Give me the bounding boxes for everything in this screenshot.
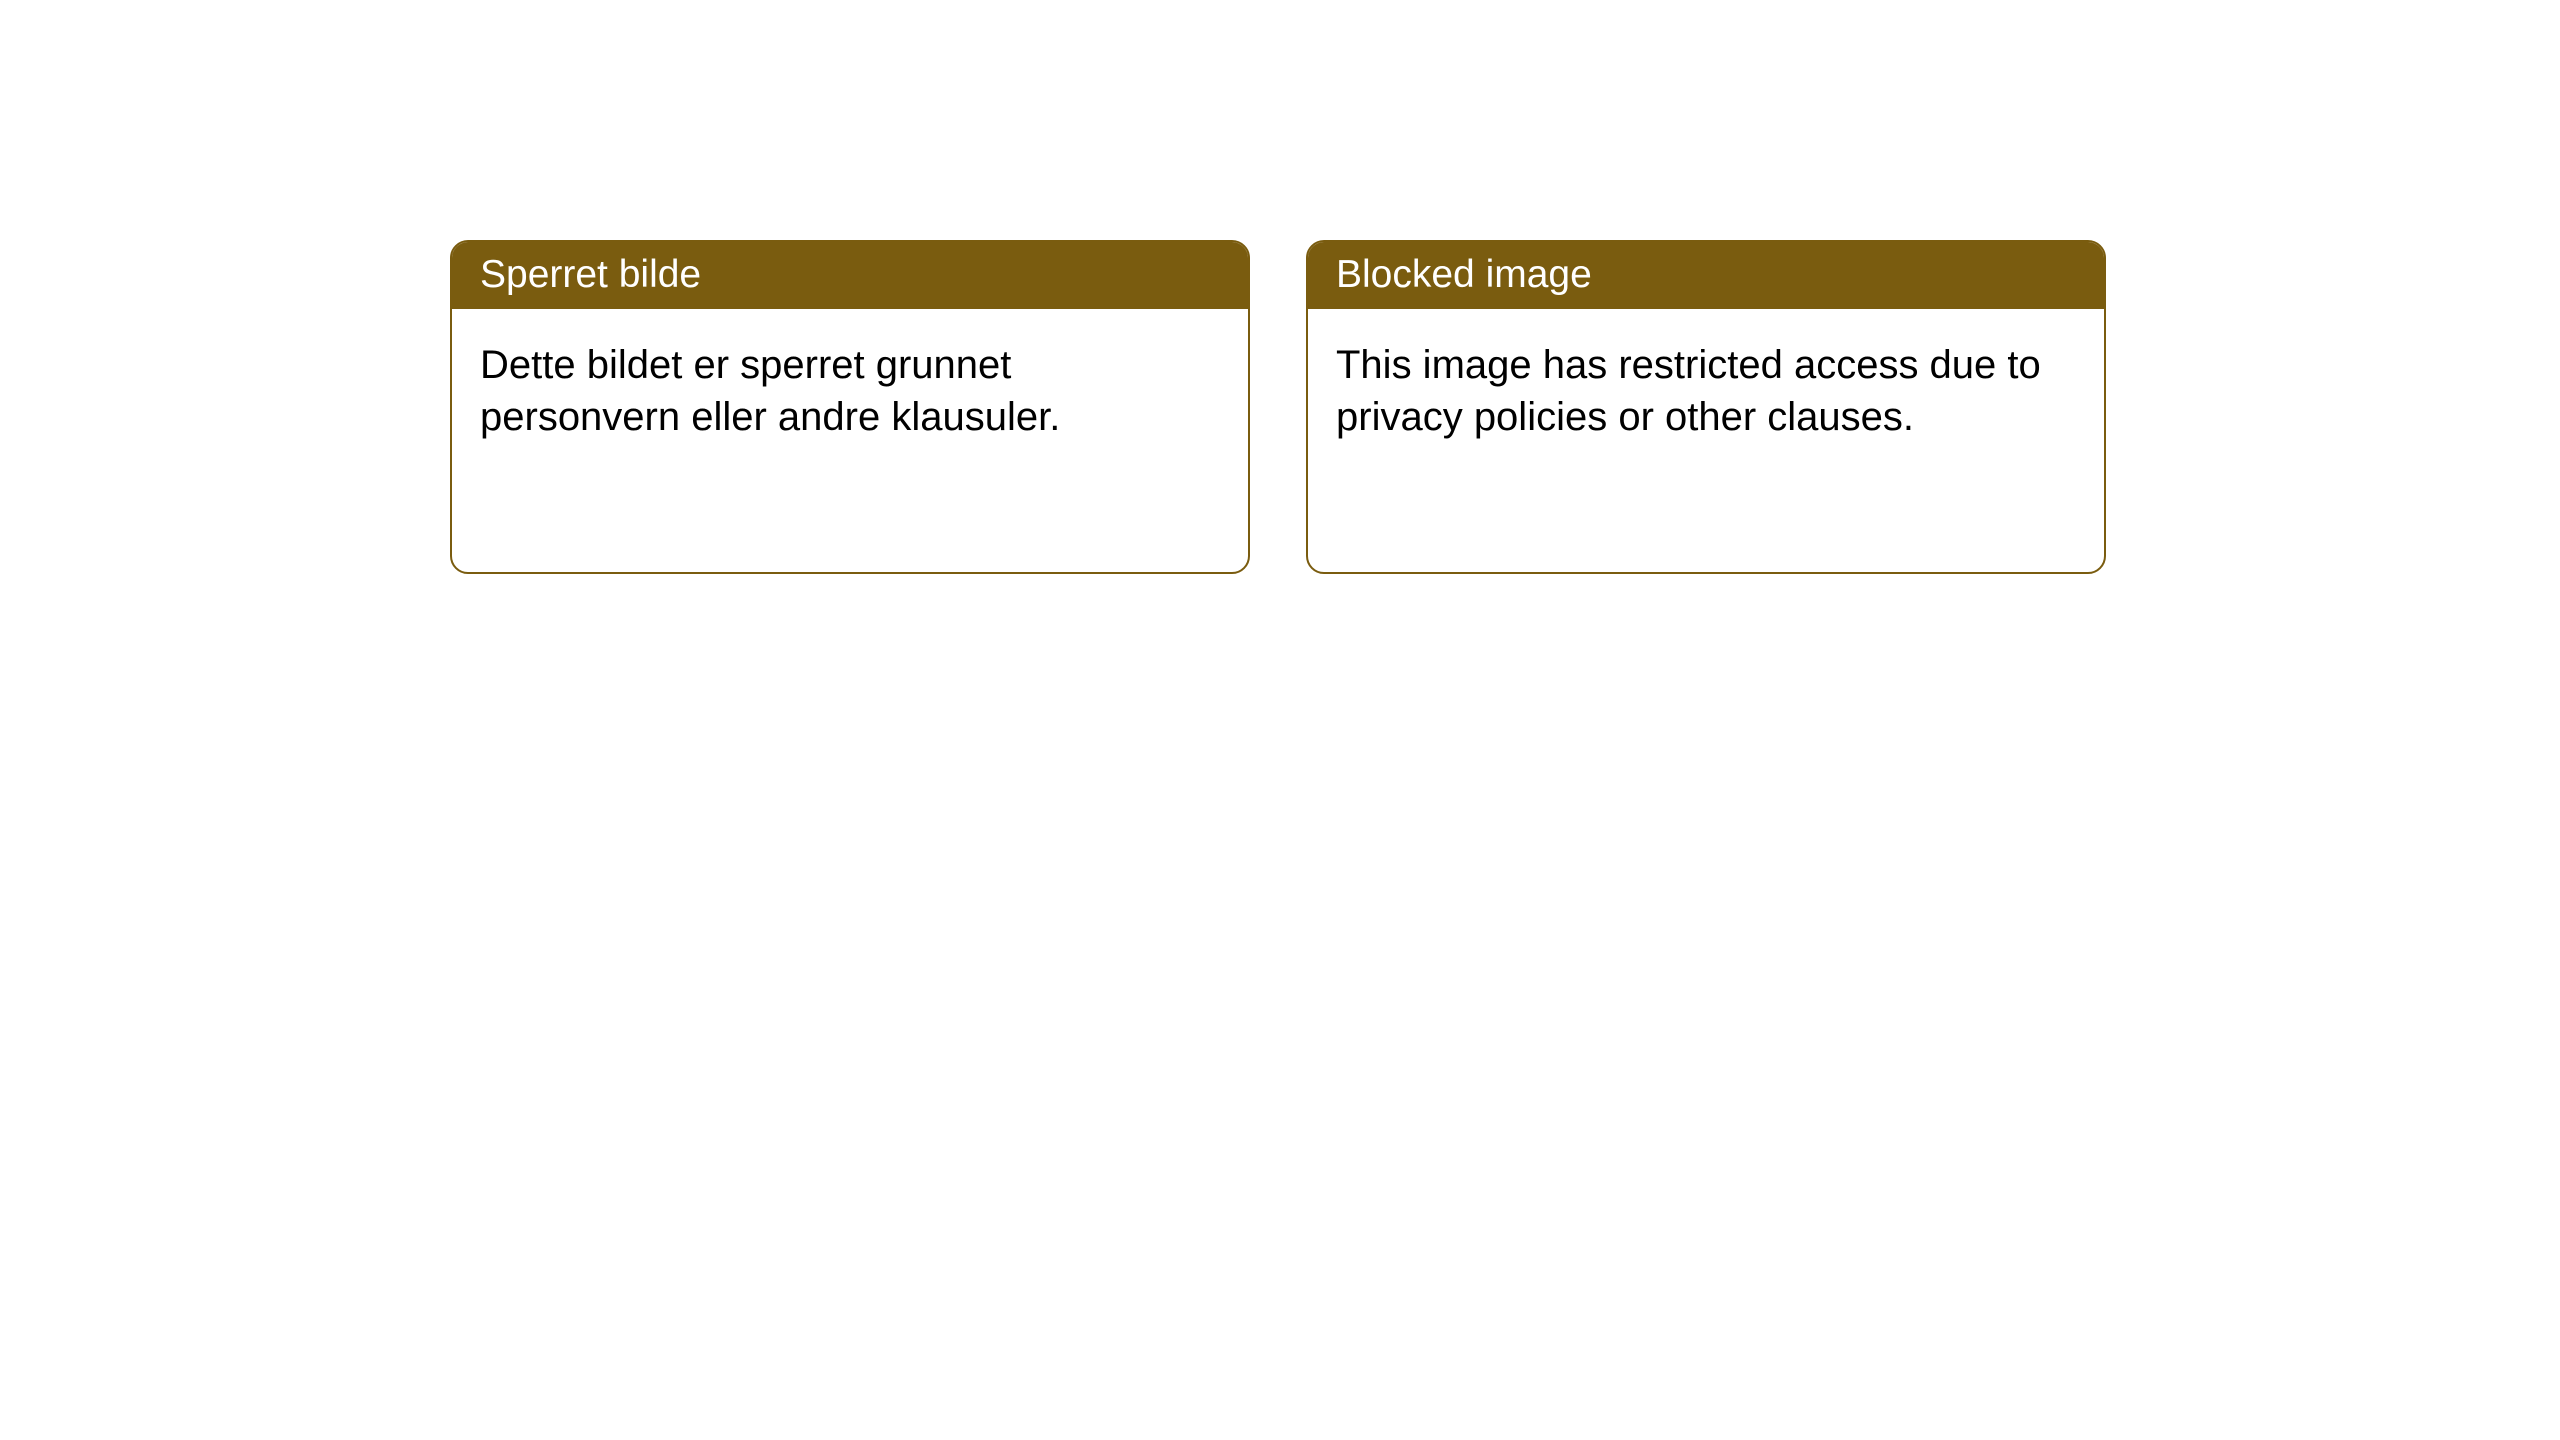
notice-title: Blocked image xyxy=(1336,253,1592,296)
notice-box-norwegian: Sperret bilde Dette bildet er sperret gr… xyxy=(450,240,1250,574)
notice-header: Sperret bilde xyxy=(452,242,1248,309)
notice-title: Sperret bilde xyxy=(480,253,701,296)
notice-box-english: Blocked image This image has restricted … xyxy=(1306,240,2106,574)
notice-message: Dette bildet er sperret grunnet personve… xyxy=(480,343,1060,439)
notice-container: Sperret bilde Dette bildet er sperret gr… xyxy=(450,240,2106,574)
notice-body: This image has restricted access due to … xyxy=(1308,309,2104,473)
notice-header: Blocked image xyxy=(1308,242,2104,309)
notice-body: Dette bildet er sperret grunnet personve… xyxy=(452,309,1248,473)
notice-message: This image has restricted access due to … xyxy=(1336,343,2041,439)
